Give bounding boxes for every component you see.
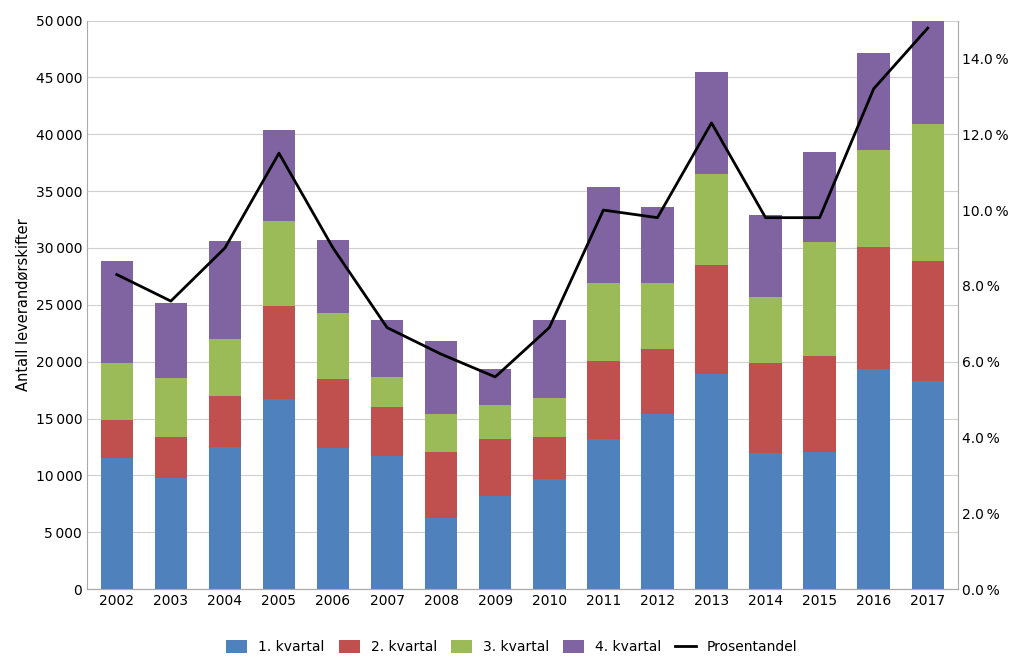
Bar	[263, 220, 295, 306]
Bar	[857, 247, 890, 369]
Bar	[641, 349, 674, 414]
Bar	[587, 186, 620, 283]
Bar	[263, 130, 295, 220]
Bar	[857, 54, 890, 150]
Bar	[100, 458, 133, 589]
Bar	[479, 405, 511, 439]
Line: Prosentandel: Prosentandel	[117, 28, 928, 377]
Prosentandel	[489, 373, 502, 381]
Prosentandel	[219, 244, 231, 252]
Bar	[695, 72, 728, 174]
Bar	[534, 320, 565, 398]
Bar	[209, 447, 241, 589]
Prosentandel	[760, 214, 772, 222]
Bar	[804, 243, 836, 356]
Bar	[641, 207, 674, 283]
Bar	[316, 313, 349, 379]
Prosentandel	[111, 271, 123, 279]
Bar	[425, 341, 458, 414]
Bar	[155, 478, 187, 589]
Bar	[209, 339, 241, 396]
Prosentandel	[597, 206, 609, 214]
Bar	[534, 437, 565, 479]
Bar	[911, 124, 944, 261]
Prosentandel	[435, 350, 447, 358]
Bar	[911, 381, 944, 589]
Bar	[750, 297, 781, 363]
Bar	[750, 363, 781, 453]
Bar	[209, 241, 241, 339]
Bar	[911, 261, 944, 381]
Bar	[587, 439, 620, 589]
Bar	[155, 437, 187, 478]
Bar	[479, 496, 511, 589]
Prosentandel	[165, 297, 177, 305]
Bar	[155, 378, 187, 437]
Bar	[263, 399, 295, 589]
Bar	[857, 369, 890, 589]
Bar	[534, 398, 565, 437]
Prosentandel	[867, 84, 880, 92]
Bar	[695, 265, 728, 375]
Bar	[155, 303, 187, 378]
Bar	[695, 174, 728, 265]
Prosentandel	[922, 24, 934, 32]
Prosentandel	[651, 214, 664, 222]
Bar	[479, 439, 511, 496]
Bar	[100, 363, 133, 419]
Bar	[425, 518, 458, 589]
Bar	[911, 19, 944, 124]
Bar	[316, 240, 349, 313]
Bar	[750, 215, 781, 297]
Bar	[209, 396, 241, 447]
Bar	[804, 356, 836, 452]
Bar	[695, 375, 728, 589]
Prosentandel	[272, 149, 285, 157]
Bar	[100, 419, 133, 458]
Bar	[371, 320, 403, 377]
Bar	[263, 306, 295, 399]
Bar	[316, 379, 349, 448]
Bar	[316, 448, 349, 589]
Prosentandel	[813, 214, 825, 222]
Y-axis label: Antall leverandørskifter: Antall leverandørskifter	[15, 218, 30, 391]
Bar	[425, 452, 458, 518]
Bar	[371, 377, 403, 407]
Prosentandel	[327, 244, 339, 252]
Prosentandel	[706, 119, 718, 127]
Bar	[479, 369, 511, 405]
Bar	[587, 360, 620, 439]
Bar	[100, 261, 133, 363]
Bar	[587, 283, 620, 360]
Prosentandel	[381, 324, 393, 332]
Bar	[425, 414, 458, 452]
Bar	[804, 452, 836, 589]
Bar	[371, 407, 403, 456]
Bar	[804, 153, 836, 243]
Legend: 1. kvartal, 2. kvartal, 3. kvartal, 4. kvartal, Prosentandel: 1. kvartal, 2. kvartal, 3. kvartal, 4. k…	[221, 634, 803, 660]
Bar	[750, 453, 781, 589]
Bar	[641, 283, 674, 349]
Bar	[534, 479, 565, 589]
Bar	[371, 456, 403, 589]
Prosentandel	[543, 324, 555, 332]
Bar	[857, 150, 890, 247]
Bar	[641, 414, 674, 589]
